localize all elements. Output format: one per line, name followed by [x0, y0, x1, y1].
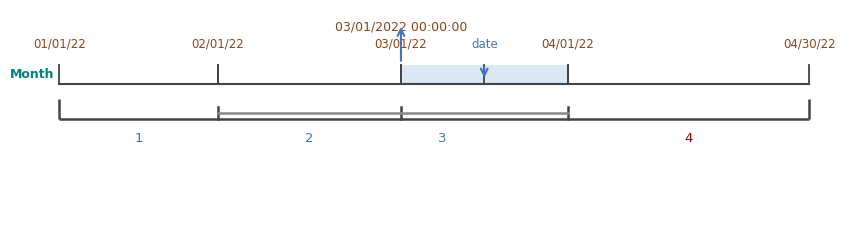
Text: Month: Month [10, 68, 54, 81]
Text: 1: 1 [134, 132, 142, 145]
Bar [401, 65, 567, 84]
Text: 03/01/22: 03/01/22 [375, 38, 427, 51]
Text: 04/30/22: 04/30/22 [783, 38, 835, 51]
Text: 04/01/22: 04/01/22 [541, 38, 594, 51]
Text: 3: 3 [438, 132, 447, 145]
Text: date: date [471, 38, 498, 51]
Text: 03/01/2022 00:00:00: 03/01/2022 00:00:00 [335, 20, 467, 33]
Text: 4: 4 [684, 132, 693, 145]
Text: 01/01/22: 01/01/22 [33, 38, 86, 51]
Text: 02/01/22: 02/01/22 [192, 38, 244, 51]
Text: 2: 2 [305, 132, 314, 145]
